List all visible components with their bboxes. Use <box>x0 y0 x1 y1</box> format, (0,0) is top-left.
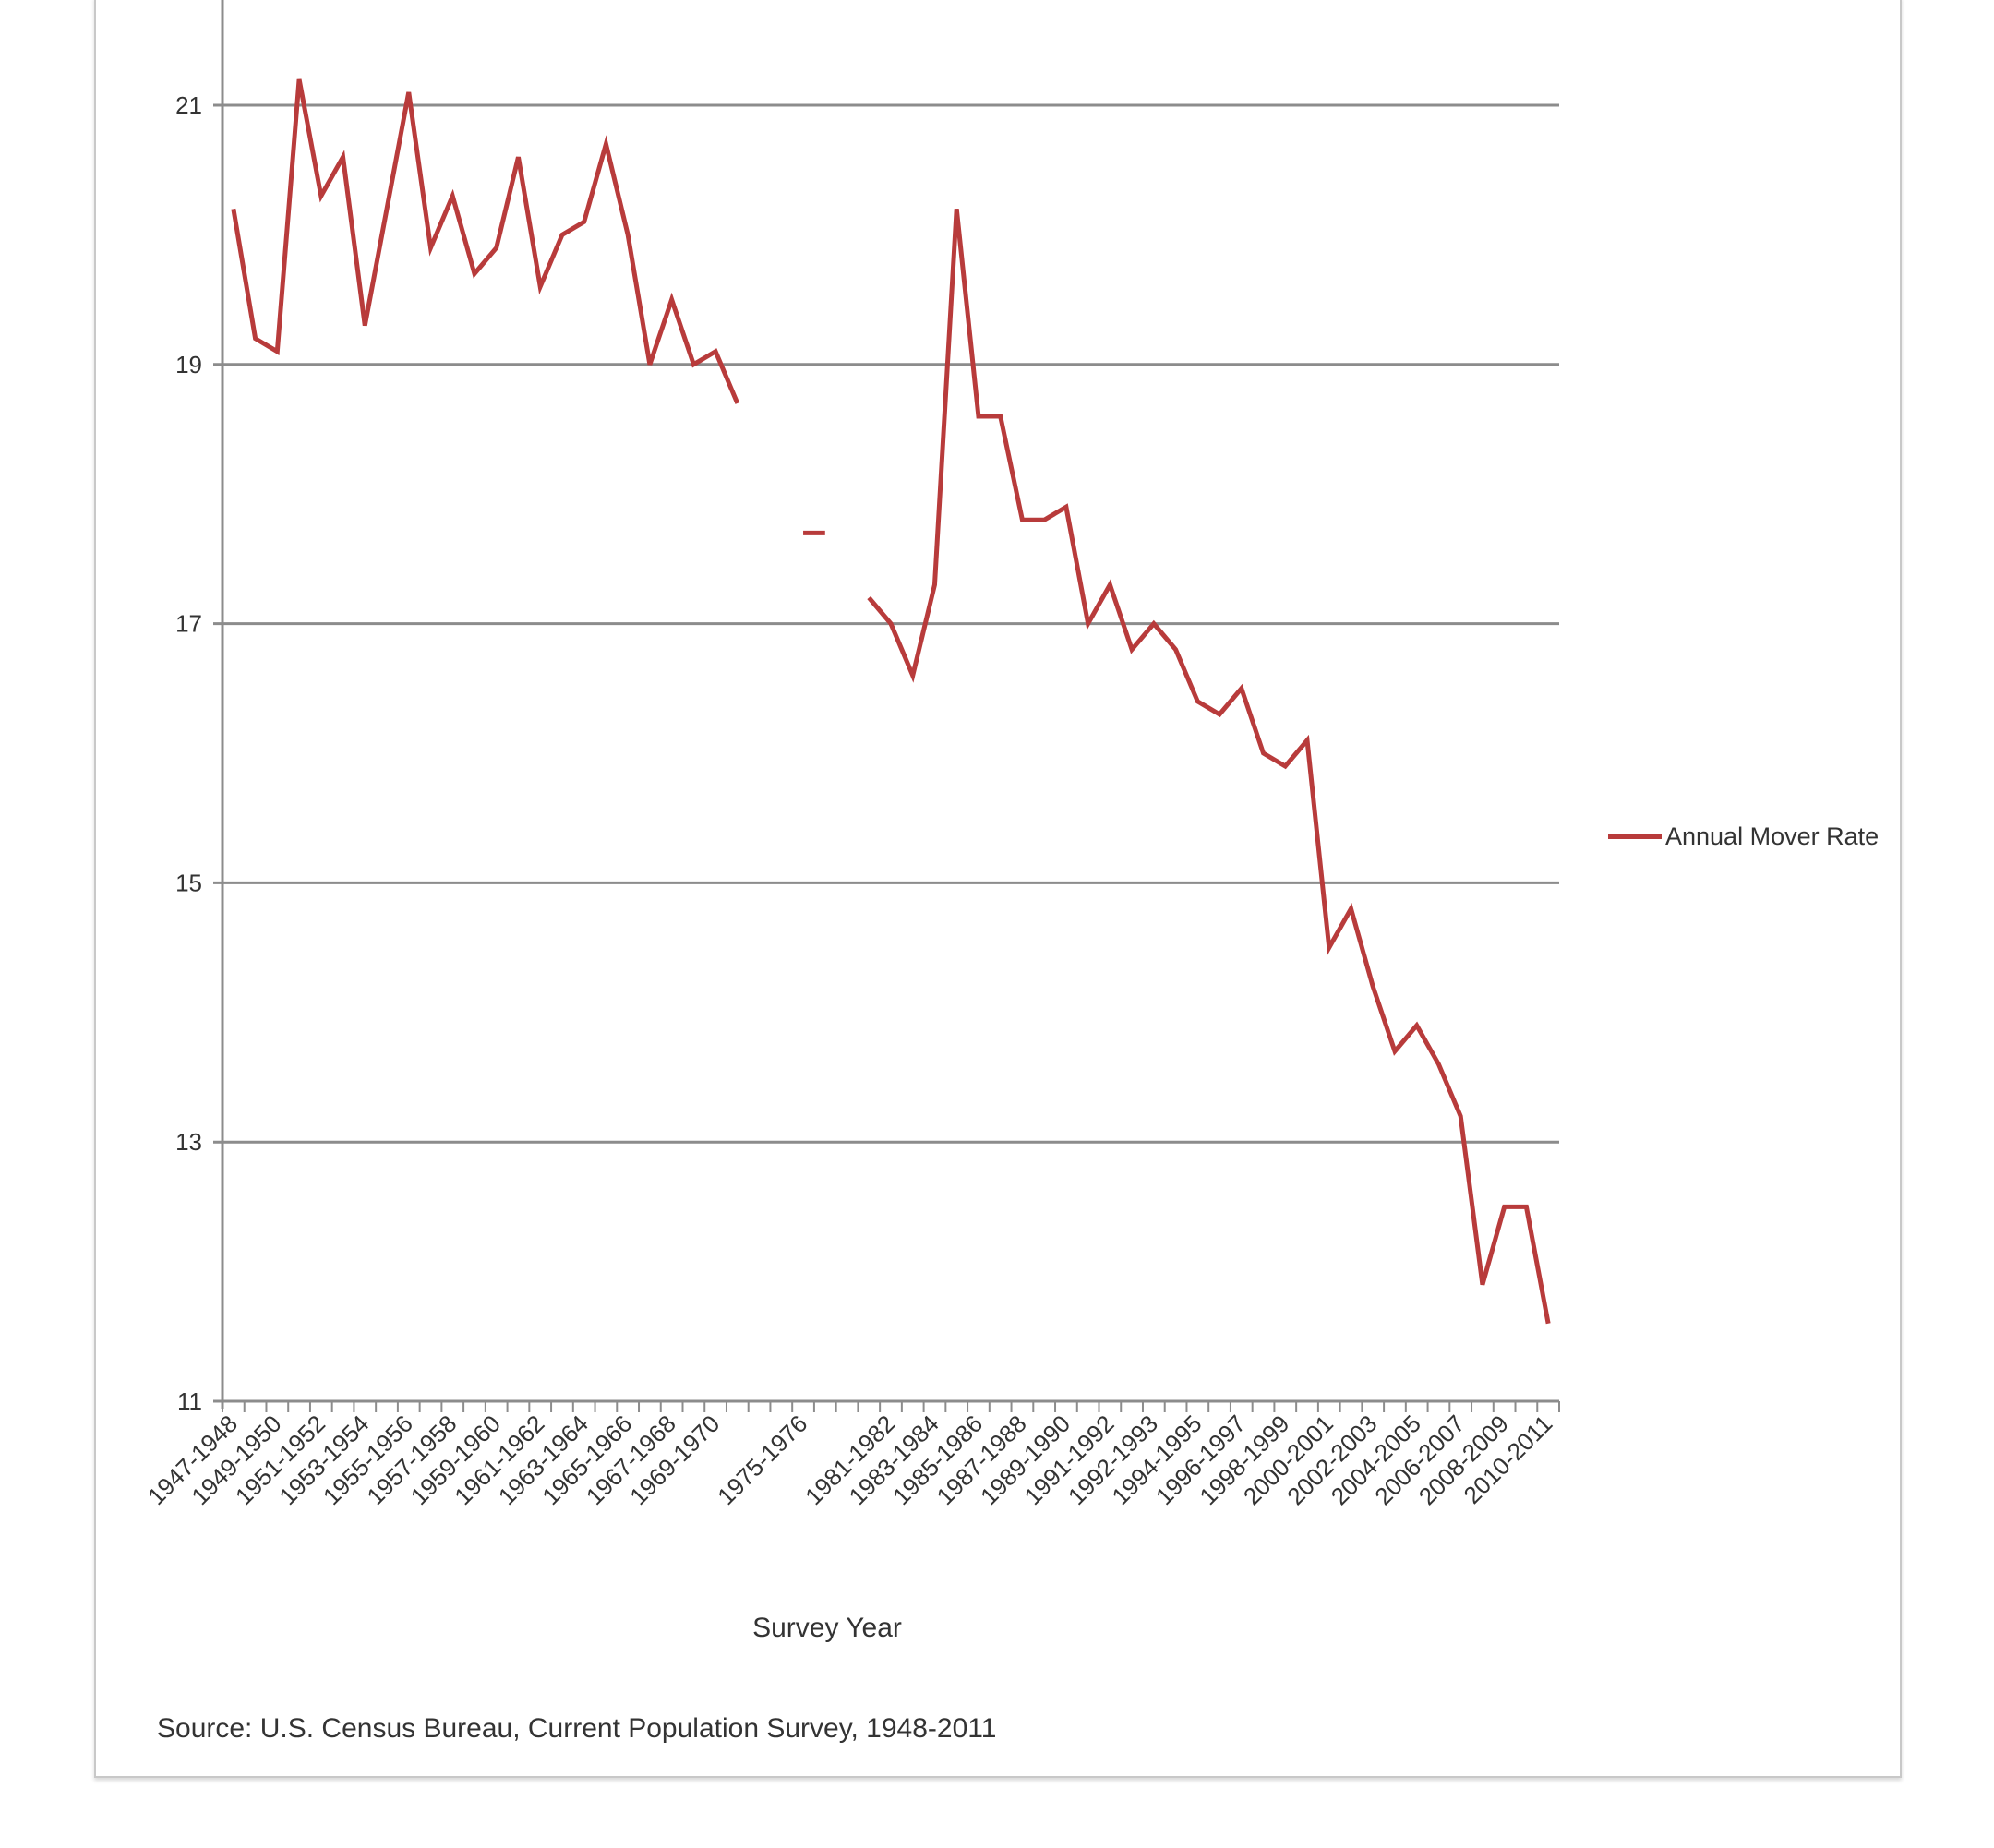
data-point <box>669 297 674 302</box>
data-point <box>428 246 433 250</box>
data-point <box>1283 764 1288 769</box>
data-point <box>231 207 235 211</box>
data-point <box>1436 1062 1441 1066</box>
data-point <box>1042 518 1047 522</box>
data-point <box>998 414 1003 418</box>
data-point <box>538 284 543 289</box>
y-tick-label: 15 <box>175 869 202 896</box>
data-point <box>516 155 521 160</box>
data-point <box>1063 505 1068 510</box>
y-tick-label: 19 <box>175 351 202 378</box>
data-point <box>932 582 937 587</box>
y-tick-label: 11 <box>177 1387 202 1415</box>
y-tick-label: 21 <box>175 91 202 119</box>
data-point <box>1108 582 1112 587</box>
x-axis-title: Survey Year <box>752 1613 902 1643</box>
data-point <box>735 401 739 405</box>
data-point <box>867 595 871 600</box>
data-point <box>626 233 631 237</box>
data-point <box>1349 906 1353 911</box>
chart-frame <box>94 0 1902 1778</box>
data-point <box>318 194 323 198</box>
series-line-segment <box>231 78 740 404</box>
data-point <box>1195 699 1200 703</box>
data-point <box>1086 621 1090 626</box>
data-point <box>559 233 564 237</box>
axes <box>213 0 1560 1412</box>
data-point <box>1305 738 1310 742</box>
data-point <box>647 362 652 366</box>
data-point <box>910 673 915 678</box>
data-point <box>363 323 367 328</box>
data-point <box>1480 1282 1484 1287</box>
data-point <box>1261 751 1266 756</box>
data-point <box>1459 1114 1463 1119</box>
legend-label: Annual Mover Rate <box>1665 822 1879 850</box>
data-point <box>582 220 586 224</box>
data-point <box>1130 647 1135 652</box>
data-point <box>714 349 718 354</box>
data-point <box>955 207 959 211</box>
data-point <box>450 194 455 198</box>
data-point <box>801 531 806 535</box>
data-point <box>1239 686 1243 690</box>
data-point <box>1414 1023 1419 1027</box>
source-note: Source: U.S. Census Bureau, Current Popu… <box>157 1713 996 1744</box>
data-point <box>341 155 345 160</box>
data-point <box>823 531 827 535</box>
data-point <box>1546 1321 1551 1326</box>
y-tick-label: 17 <box>175 610 202 638</box>
data-point <box>1392 1049 1397 1053</box>
tick-labels: 1113151719211947-19481949-19501951-19521… <box>142 91 1557 1510</box>
data-point <box>976 414 980 418</box>
data-point <box>1524 1205 1529 1209</box>
series-lines <box>231 77 1551 1326</box>
data-point <box>1327 945 1331 950</box>
data-point <box>1173 647 1178 652</box>
data-point <box>275 349 280 354</box>
data-point <box>1151 621 1156 626</box>
data-point <box>472 271 476 276</box>
gridlines <box>213 103 1559 1144</box>
data-point <box>1502 1205 1507 1209</box>
data-point <box>889 621 894 626</box>
data-point <box>385 207 390 211</box>
data-point <box>604 142 608 147</box>
x-tick-label: 1975-1976 <box>712 1410 812 1510</box>
data-point <box>297 77 302 81</box>
series-line-segment <box>867 209 1551 1325</box>
data-point <box>1371 984 1375 989</box>
data-point <box>1218 712 1222 716</box>
legend[interactable]: Annual Mover Rate <box>1608 822 1879 850</box>
data-point <box>1020 518 1025 522</box>
data-point <box>494 246 498 250</box>
data-point <box>691 362 696 366</box>
y-tick-label: 13 <box>175 1128 202 1156</box>
data-point <box>253 336 258 341</box>
data-point <box>406 90 411 94</box>
